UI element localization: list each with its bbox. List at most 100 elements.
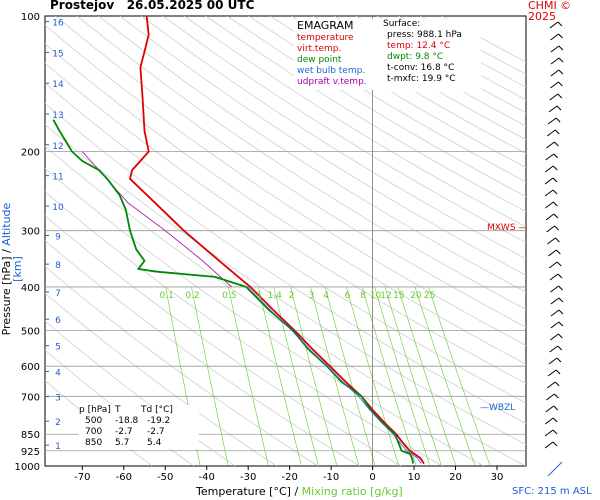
- legend-dew-point: dew point: [297, 55, 342, 65]
- altitude-tick-label: 5: [55, 343, 61, 353]
- station-name: Prostejov: [50, 0, 115, 12]
- mixing-ratio-label: 0.1: [159, 291, 173, 301]
- x-tick-label: -30: [240, 472, 256, 483]
- wind-barb-flag: [558, 81, 563, 87]
- wind-barb-flag: [558, 57, 564, 63]
- x-tick-label: -50: [157, 472, 173, 483]
- wind-barb: [544, 165, 554, 173]
- y-axis-label: Pressure [hPa] / Altitude [km]: [0, 189, 24, 349]
- wind-barb-flag: [558, 297, 564, 303]
- mixing-ratio-label: 4: [323, 291, 329, 301]
- wind-barb: [548, 249, 557, 257]
- dry-adiabat: [184, 16, 526, 228]
- wind-barb: [545, 213, 555, 221]
- wind-barb: [547, 237, 556, 245]
- legend-title: EMAGRAM: [297, 19, 354, 32]
- wind-barb-flag: [552, 165, 558, 171]
- y-tick-label: 100: [21, 12, 40, 23]
- wind-barb-flag: [552, 177, 558, 183]
- wind-barb: [550, 33, 559, 41]
- wind-barb: [548, 105, 558, 113]
- y-tick-label: 925: [21, 447, 40, 458]
- wind-barb: [547, 117, 557, 125]
- wbzl-label: WBZL: [489, 403, 516, 413]
- wind-barb-flag: [558, 285, 563, 291]
- x-tick-label: -10: [323, 472, 339, 483]
- surface-press: press: 988.1 hPa: [387, 30, 462, 40]
- altitude-tick-label: 16: [52, 19, 64, 29]
- mixing-ratio-label: 8: [360, 291, 366, 301]
- wind-barb-flag: [556, 261, 562, 267]
- surface-dwpt: dwpt: 9.8 °C: [387, 52, 444, 62]
- sfc-label: SFC: 215 m ASL: [512, 486, 592, 497]
- wind-barb-flag: [553, 153, 559, 159]
- dry-adiabat: [226, 16, 526, 198]
- surface-title: Surface:: [383, 19, 421, 29]
- surface-tmxfc: t-mxfc: 19.9 °C: [387, 74, 456, 84]
- x-label-temperature: Temperature [°C]: [196, 485, 291, 498]
- y-tick-label: 850: [21, 430, 40, 441]
- y-tick-label: 700: [21, 392, 40, 403]
- wind-barb: [550, 57, 560, 65]
- x-tick-label: 30: [491, 472, 504, 483]
- altitude-tick-label: 3: [55, 394, 61, 404]
- y-tick-label: 1000: [15, 462, 40, 473]
- table-header: p [hPa] T Td [°C]: [79, 405, 199, 416]
- wind-barb: [550, 297, 560, 305]
- wind-barb-flag: [553, 213, 559, 219]
- altitude-tick-label: 14: [52, 80, 64, 90]
- altitude-tick-label: 11: [52, 173, 63, 183]
- x-label-mixing-ratio: Mixing ratio [g/kg]: [301, 485, 403, 498]
- altitude-tick-label: 7: [55, 289, 61, 299]
- mixing-ratio-label: 6: [345, 291, 351, 301]
- wind-barb-flag: [556, 357, 562, 363]
- mixing-ratio-label: 0.2: [185, 291, 199, 301]
- mxws-label: MXWS: [487, 223, 516, 233]
- wind-barb-flag: [557, 21, 563, 27]
- altitude-tick-label: 10: [52, 203, 64, 213]
- mxws-marker: MXWS —: [487, 223, 528, 233]
- wind-barb-flag: [558, 33, 563, 39]
- wind-barb-flag: [552, 417, 558, 423]
- mixing-ratio-label: 10: [370, 291, 382, 301]
- mixing-ratio-label: 2: [289, 291, 295, 301]
- mixing-ratio-label: 20: [410, 291, 422, 301]
- wind-barb-flag: [558, 309, 564, 315]
- wind-barb: [544, 429, 554, 437]
- wet-bulb-line: [247, 286, 422, 464]
- wind-barb: [544, 177, 554, 185]
- dry-adiabat: [45, 82, 526, 404]
- wind-barb-flag: [555, 369, 561, 375]
- valid-time: 26.05.2025 00 UTC: [126, 0, 255, 12]
- wind-barb: [546, 141, 555, 149]
- mixing-ratio-label: 15: [393, 291, 404, 301]
- wind-barb: [550, 321, 560, 329]
- wind-barb: [546, 381, 556, 389]
- surface-wind: [547, 461, 563, 477]
- wind-barb-flag: [552, 201, 558, 207]
- wind-barb-flag: [554, 129, 560, 135]
- wind-barb: [547, 369, 557, 377]
- wind-barb-flag: [554, 381, 560, 387]
- x-tick-label: -60: [116, 472, 132, 483]
- mixing-ratio-label: 1: [257, 291, 263, 301]
- wind-barb-flag: [557, 93, 563, 99]
- wind-barb-flag: [554, 225, 559, 231]
- dry-adiabat: [205, 16, 526, 213]
- x-tick-label: 0: [369, 472, 375, 483]
- wind-barb-flag: [556, 105, 562, 111]
- wind-barb-flag: [552, 189, 558, 195]
- table-cell: 500: [85, 416, 103, 426]
- mixing-ratio-label: 25: [424, 291, 435, 301]
- dry-adiabat: [45, 43, 526, 365]
- table-cell: -19.2: [147, 416, 171, 426]
- table-header-cell: p [hPa]: [79, 405, 111, 415]
- altitude-tick-label: 12: [52, 142, 63, 152]
- wind-barb: [550, 285, 559, 293]
- y-tick-label: 500: [21, 327, 40, 338]
- altitude-tick-label: 13: [52, 111, 63, 121]
- table-cell: -2.7: [115, 427, 133, 437]
- table-header-cell: Td [°C]: [141, 405, 173, 415]
- altitude-tick-label: 15: [52, 49, 63, 59]
- wind-barb: [545, 201, 554, 209]
